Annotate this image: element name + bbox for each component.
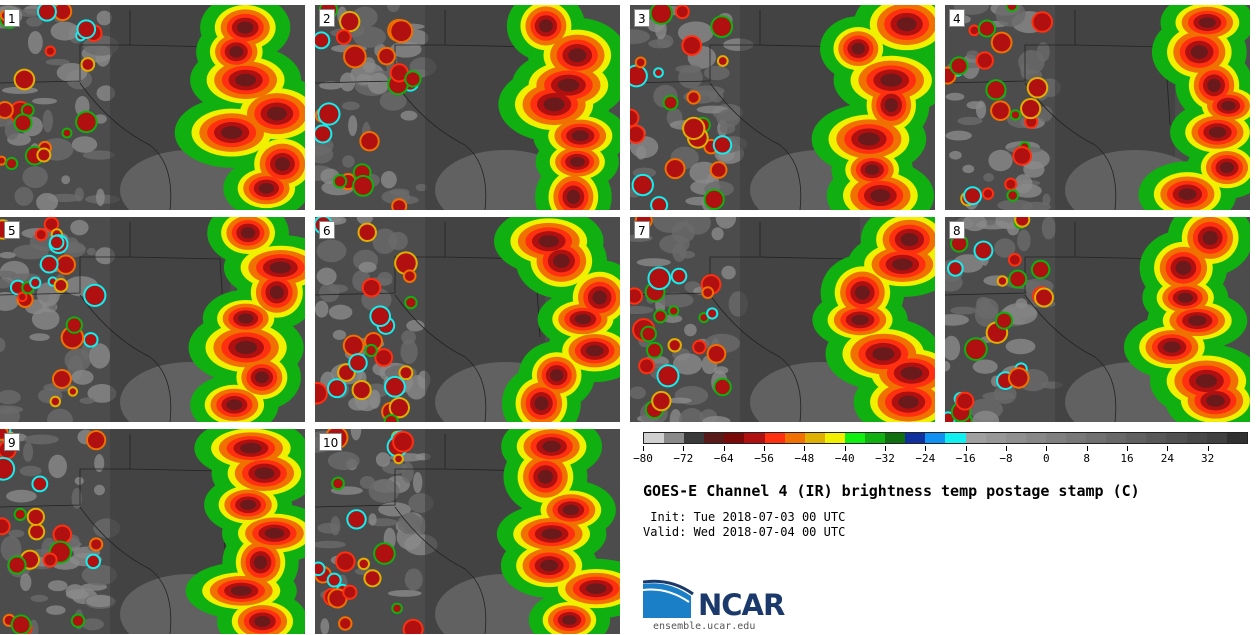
panel-1: 1 (0, 5, 305, 210)
satellite-imagery (0, 5, 305, 210)
panel-2: 2 (315, 5, 620, 210)
panel-8: 8 (945, 217, 1250, 422)
init-time: Init: Tue 2018-07-03 00 UTC (643, 510, 846, 524)
colorbar-swatch (965, 433, 986, 443)
colorbar-tick (1167, 446, 1169, 451)
colorbar-swatch (1166, 433, 1187, 443)
colorbar-swatch (945, 433, 966, 443)
colorbar-swatch (824, 433, 845, 443)
colorbar-tick (844, 446, 846, 451)
satellite-imagery (630, 5, 935, 210)
colorbar-swatch (644, 433, 665, 443)
satellite-imagery (0, 429, 305, 634)
colorbar-tick-label: 24 (1160, 452, 1174, 465)
satellite-imagery (315, 5, 620, 210)
colorbar-swatch (804, 433, 825, 443)
colorbar-swatch (664, 433, 685, 443)
colorbar-swatch (764, 433, 785, 443)
panel-label: 5 (4, 221, 20, 239)
colorbar-swatch (744, 433, 765, 443)
logo-url: ensemble.ucar.edu (653, 621, 756, 632)
colorbar-tick-label: −8 (999, 452, 1013, 465)
panel-label: 7 (634, 221, 650, 239)
panel-10: 10 (315, 429, 620, 634)
satellite-imagery (0, 217, 305, 422)
colorbar-swatch (925, 433, 946, 443)
colorbar-swatch (1025, 433, 1046, 443)
colorbar-swatch (1186, 433, 1207, 443)
panel-label: 8 (949, 221, 965, 239)
colorbar-tick (1046, 446, 1048, 451)
valid-time: Valid: Wed 2018-07-04 00 UTC (643, 525, 846, 539)
colorbar-swatch (865, 433, 886, 443)
colorbar-tick (1127, 446, 1128, 451)
colorbar-swatch (1226, 433, 1247, 443)
colorbar-tick-label: −72 (673, 452, 694, 465)
colorbar-tick (925, 446, 927, 451)
colorbar-tick (965, 446, 967, 451)
panel-9: 9 (0, 429, 305, 634)
panel-label: 3 (634, 9, 650, 27)
panel-label: 4 (949, 9, 965, 27)
colorbar-swatch (1005, 433, 1026, 443)
colorbar-ticks: −80 −72 −64 −56 −48 −40 −32 −24 −16 −8 0 8 16 24 32 (633, 446, 1248, 468)
panel-label: 1 (4, 9, 20, 27)
colorbar-tick (1086, 446, 1088, 451)
colorbar-tick (1006, 446, 1007, 451)
colorbar-swatch (1045, 433, 1066, 443)
panel-label: 2 (319, 9, 335, 27)
colorbar-tick (723, 446, 725, 451)
colorbar-tick-label: −16 (955, 452, 976, 465)
colorbar-swatch (1106, 433, 1127, 443)
colorbar-swatch (1065, 433, 1087, 443)
colorbar-tick-label: −64 (713, 452, 734, 465)
colorbar-swatch (905, 433, 926, 443)
colorbar-tick (683, 446, 685, 451)
panel-5: 5 (0, 217, 305, 422)
satellite-imagery (945, 5, 1250, 210)
panel-3: 3 (630, 5, 935, 210)
colorbar-swatch (844, 433, 866, 443)
colorbar (643, 432, 1248, 444)
logo-name: NCAR (698, 588, 785, 622)
panel-label: 9 (4, 433, 20, 451)
colorbar-tick-label: −80 (633, 452, 653, 465)
colorbar-tick (1207, 446, 1209, 451)
colorbar-swatch (704, 433, 725, 443)
colorbar-swatch (1126, 433, 1147, 443)
satellite-imagery (945, 217, 1250, 422)
satellite-imagery (315, 429, 620, 634)
colorbar-tick (643, 446, 644, 451)
colorbar-swatch (684, 433, 705, 443)
colorbar-tick (764, 446, 765, 451)
colorbar-tick-label: 8 (1083, 452, 1090, 465)
colorbar-swatch (1146, 433, 1167, 443)
panel-4: 4 (945, 5, 1250, 210)
satellite-imagery (315, 217, 620, 422)
colorbar-swatch (885, 433, 906, 443)
panel-label: 10 (319, 433, 343, 451)
colorbar-tick-label: −48 (794, 452, 815, 465)
panel-6: 6 (315, 217, 620, 422)
colorbar-tick (804, 446, 806, 451)
colorbar-tick-label: −24 (915, 452, 936, 465)
colorbar-tick-label: −40 (834, 452, 855, 465)
colorbar-swatch (724, 433, 745, 443)
ncar-logo-icon (643, 579, 694, 618)
figure-title: GOES-E Channel 4 (IR) brightness temp po… (643, 482, 1140, 500)
colorbar-tick-label: −56 (754, 452, 774, 465)
colorbar-tick-label: 16 (1120, 452, 1134, 465)
colorbar-swatch (985, 433, 1006, 443)
panel-7: 7 (630, 217, 935, 422)
colorbar-tick-label: −32 (875, 452, 895, 465)
colorbar-tick-label: 32 (1201, 452, 1215, 465)
colorbar-swatch (784, 433, 805, 443)
colorbar-tick (885, 446, 886, 451)
panel-label: 6 (319, 221, 335, 239)
colorbar-tick-label: 0 (1043, 452, 1050, 465)
colorbar-swatch (1206, 433, 1227, 443)
colorbar-swatch (1086, 433, 1107, 443)
satellite-imagery (630, 217, 935, 422)
